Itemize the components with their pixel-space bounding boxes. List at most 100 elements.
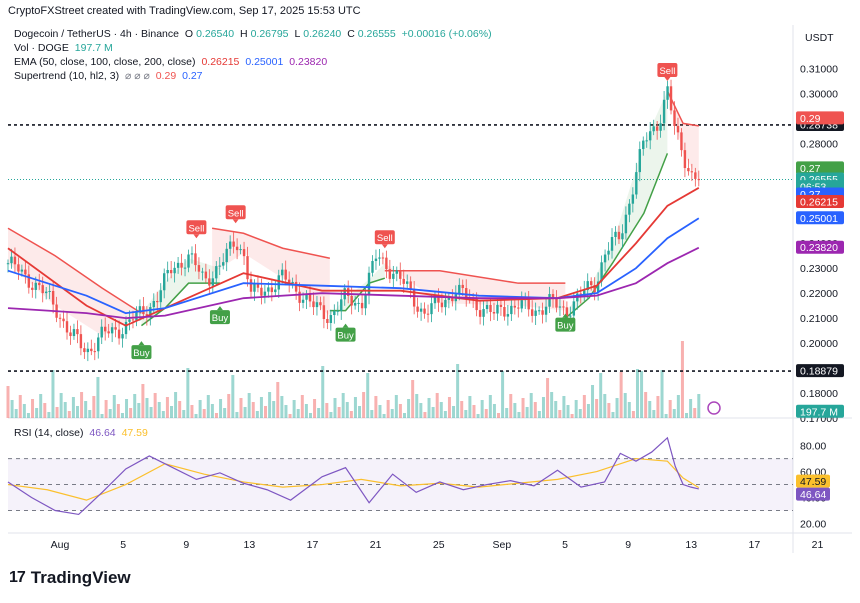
tag-text: 0.18879 (800, 366, 838, 378)
supertrend-fill (8, 228, 142, 336)
candle-body (451, 297, 454, 302)
candle-body (232, 241, 235, 247)
candle-body (183, 267, 187, 269)
volume-bar (170, 406, 174, 418)
candle-body (517, 307, 520, 309)
candle-body (593, 285, 596, 293)
supertrend-upper: 0.29 (155, 70, 177, 82)
volume-bar (402, 413, 406, 418)
time-tick-label: 13 (685, 539, 697, 551)
candle-body (305, 294, 308, 300)
candle-body (131, 319, 135, 321)
candle-body (6, 263, 10, 265)
candle-body (194, 253, 197, 266)
candle-body (298, 291, 301, 303)
volume-bar (161, 411, 165, 418)
candle-body (76, 329, 79, 335)
candle-body (617, 231, 621, 240)
supertrend-line (7, 227, 142, 314)
legend-ohlc: Dogecoin / TetherUS · 4h · Binance O 0.26… (14, 28, 495, 40)
candle-body (107, 331, 110, 334)
volume-bar (345, 402, 349, 418)
candle-body (610, 237, 614, 251)
candle-body (586, 281, 589, 291)
supertrend-lower: 0.27 (182, 70, 203, 82)
time-tick-label: 21 (812, 539, 824, 551)
candle-body (225, 248, 228, 263)
signal-text: Sell (228, 208, 244, 219)
signal-text: Buy (337, 331, 354, 342)
candle-body (315, 302, 319, 308)
candle-body (385, 257, 388, 270)
volume-bar (14, 409, 18, 418)
ema-line (7, 246, 700, 320)
price-tick-label: 0.28000 (800, 138, 838, 150)
volume-bar (80, 392, 84, 418)
candle-body (166, 270, 169, 274)
candle-body (235, 246, 239, 251)
candle-body (79, 334, 83, 349)
candle-body (510, 305, 513, 315)
open-value: 0.26540 (196, 28, 235, 40)
signal-arrow (381, 244, 388, 249)
candle-body (204, 271, 208, 279)
volume-bar (247, 393, 251, 418)
volume-bar (219, 399, 223, 418)
volume-bar (329, 412, 333, 418)
candle-body (121, 334, 124, 339)
ema-line (7, 187, 700, 327)
candle-body (110, 327, 114, 334)
supertrend-label: Supertrend (10, hl2, 3) (14, 70, 120, 82)
candle-body (530, 309, 534, 316)
volume-bar (317, 408, 321, 418)
volume-bar (537, 411, 541, 418)
volume-bar (398, 404, 402, 418)
legend-supertrend[interactable]: Supertrend (10, hl2, 3) ⌀ ⌀ ⌀ 0.29 0.27 (14, 70, 206, 82)
volume-bar (480, 400, 484, 418)
volume-bar (284, 405, 288, 418)
volume-bar (337, 407, 341, 418)
volume-bar (550, 392, 554, 418)
candle-body (350, 295, 353, 306)
volume-bar (619, 372, 623, 418)
candle-body (506, 314, 510, 317)
candle-body (253, 283, 256, 292)
volume-bar (541, 397, 545, 418)
volume-bar (664, 414, 668, 418)
candle-body (360, 302, 364, 309)
volume-bar (640, 371, 644, 418)
candle-body (239, 249, 242, 251)
signal-arrow (562, 313, 569, 318)
volume-bar (75, 406, 79, 418)
close-label: C (347, 28, 355, 40)
signal-label: Buy (131, 341, 152, 360)
volume-bar (63, 402, 67, 418)
candle-body (440, 302, 444, 308)
volume-bar (214, 413, 218, 418)
candle-body (426, 313, 430, 315)
volume-bar (182, 410, 186, 418)
time-tick-label: 17 (307, 539, 319, 551)
volume-bar (251, 402, 255, 418)
tag-text: 0.23820 (800, 242, 838, 254)
candle-body (690, 171, 694, 173)
signal-label: Sell (186, 220, 207, 239)
rsi-tick-label: 80.00 (800, 441, 826, 453)
legend-volume[interactable]: Vol · DOGE 197.7 M (14, 42, 116, 54)
legend-rsi[interactable]: RSI (14, close) 46.64 47.59 (14, 427, 151, 439)
supertrend-fill (212, 228, 330, 316)
volume-bar (51, 370, 55, 418)
candle-body (600, 262, 603, 282)
volume-bar (427, 398, 431, 418)
volume-bar (174, 392, 178, 418)
currency-label[interactable]: USDT (805, 32, 834, 44)
candle-body (124, 321, 128, 335)
symbol-name[interactable]: Dogecoin / TetherUS · 4h · Binance (14, 28, 179, 40)
legend-ema[interactable]: EMA (50, close, 100, close, 200, close) … (14, 56, 330, 68)
tag-box (796, 404, 844, 418)
price-axis-tag: 0.27 (796, 161, 844, 175)
volume-bar (325, 403, 329, 418)
volume-bar (300, 395, 304, 418)
candle-body (163, 273, 166, 291)
